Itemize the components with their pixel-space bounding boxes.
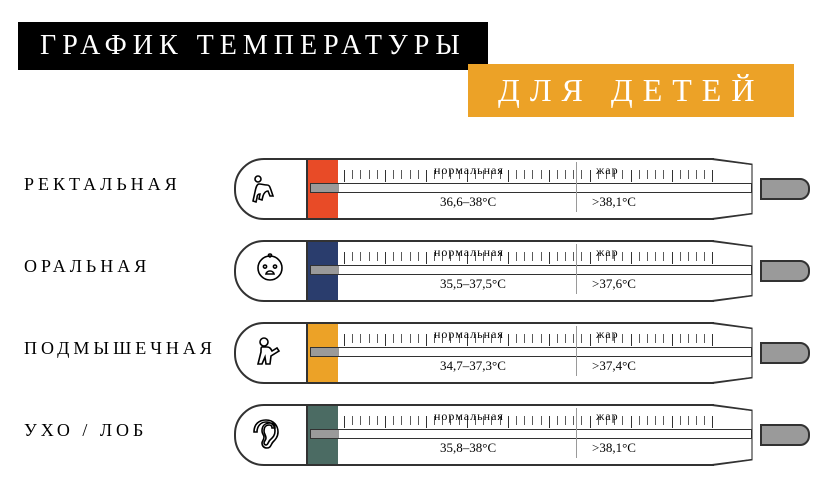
mercury [311, 184, 339, 192]
range-divider [576, 326, 577, 376]
thermo-cap [234, 322, 308, 384]
thermo-cap [234, 240, 308, 302]
ear-icon [250, 416, 290, 454]
normal-range: 35,5–37,5°C [440, 276, 506, 292]
normal-label: нормальная [434, 245, 504, 260]
thermo-tip [760, 178, 810, 200]
mercury [311, 348, 339, 356]
row-label: ПОДМЫШЕЧНАЯ [24, 338, 216, 359]
normal-range: 36,6–38°C [440, 194, 496, 210]
scale-ticks [344, 252, 714, 264]
thermometer: нормальная жар 35,8–38°C >38,1°C [234, 404, 810, 462]
thermometer: нормальная жар 34,7–37,3°C >37,4°C [234, 322, 810, 380]
scale-ticks [344, 170, 714, 182]
row-label: ОРАЛЬНАЯ [24, 256, 150, 277]
fever-range: >37,4°C [592, 358, 636, 374]
fever-label: жар [596, 245, 619, 260]
normal-label: нормальная [434, 327, 504, 342]
mercury-channel [310, 347, 752, 357]
mercury-channel [310, 429, 752, 439]
normal-range: 34,7–37,3°C [440, 358, 506, 374]
thermo-row-2: ПОДМЫШЕЧНАЯ нормальная жар 34,7–37,3°C >37,4… [0, 316, 840, 386]
range-divider [576, 408, 577, 458]
thermo-tip [760, 424, 810, 446]
title-main: ГРАФИК ТЕМПЕРАТУРЫ [18, 22, 488, 70]
thermo-cap [234, 404, 308, 466]
thermometer: нормальная жар 36,6–38°C >38,1°C [234, 158, 810, 216]
crawl-icon [250, 170, 290, 208]
mercury [311, 266, 339, 274]
thermometer: нормальная жар 35,5–37,5°C >37,6°C [234, 240, 810, 298]
scale-ticks [344, 416, 714, 428]
normal-label: нормальная [434, 163, 504, 178]
range-divider [576, 162, 577, 212]
baby-icon [250, 252, 290, 290]
mercury-channel [310, 183, 752, 193]
range-divider [576, 244, 577, 294]
fever-label: жар [596, 163, 619, 178]
armpit-icon [250, 334, 290, 372]
row-label: РЕКТАЛЬНАЯ [24, 174, 181, 195]
thermo-row-1: ОРАЛЬНАЯ нормальная жар 35,5–37,5°C >37,6°C [0, 234, 840, 304]
normal-label: нормальная [434, 409, 504, 424]
fever-label: жар [596, 409, 619, 424]
row-label: УХО / ЛОБ [24, 420, 147, 441]
thermo-tip [760, 260, 810, 282]
fever-label: жар [596, 327, 619, 342]
fever-range: >37,6°C [592, 276, 636, 292]
mercury-channel [310, 265, 752, 275]
thermo-row-3: УХО / ЛОБ нормальная жар 35,8–38°C >38,1°C [0, 398, 840, 468]
fever-range: >38,1°C [592, 440, 636, 456]
normal-range: 35,8–38°C [440, 440, 496, 456]
thermo-row-0: РЕКТАЛЬНАЯ нормальная жар 36,6–38°C >38,1°C [0, 152, 840, 222]
scale-ticks [344, 334, 714, 346]
mercury [311, 430, 339, 438]
title-sub: ДЛЯ ДЕТЕЙ [468, 64, 794, 117]
thermo-tip [760, 342, 810, 364]
thermo-cap [234, 158, 308, 220]
fever-range: >38,1°C [592, 194, 636, 210]
